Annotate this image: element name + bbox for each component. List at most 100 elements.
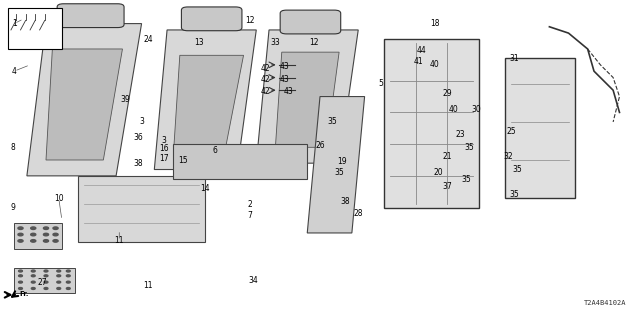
Polygon shape: [46, 49, 122, 160]
Text: 37: 37: [443, 182, 452, 191]
Circle shape: [31, 227, 36, 229]
Text: 42: 42: [261, 75, 271, 84]
Circle shape: [44, 281, 48, 283]
Text: Fr.: Fr.: [19, 291, 29, 297]
Circle shape: [19, 288, 22, 289]
Circle shape: [57, 288, 61, 289]
Circle shape: [19, 270, 22, 272]
Text: 10: 10: [54, 194, 63, 203]
Text: 20: 20: [433, 168, 443, 177]
Text: 19: 19: [337, 157, 347, 166]
Text: 43: 43: [280, 62, 290, 71]
Text: 9: 9: [10, 203, 15, 212]
Circle shape: [44, 275, 48, 277]
Text: 25: 25: [506, 127, 516, 136]
Text: 27: 27: [38, 278, 47, 287]
Text: 1: 1: [12, 19, 17, 28]
Polygon shape: [505, 59, 575, 198]
Polygon shape: [154, 30, 256, 170]
Text: 28: 28: [353, 209, 363, 219]
Circle shape: [53, 233, 58, 236]
Text: 29: 29: [443, 89, 452, 98]
Text: 31: 31: [509, 54, 519, 63]
Text: 35: 35: [465, 143, 475, 152]
Circle shape: [31, 270, 35, 272]
Text: 35: 35: [334, 168, 344, 177]
Circle shape: [31, 275, 35, 277]
Text: 4: 4: [12, 67, 17, 76]
Text: 42: 42: [261, 63, 271, 73]
Polygon shape: [307, 97, 365, 233]
Text: 38: 38: [340, 197, 350, 206]
Text: 16: 16: [159, 144, 169, 153]
Text: 12: 12: [245, 16, 255, 25]
Text: 2: 2: [248, 200, 252, 209]
Polygon shape: [384, 39, 479, 208]
Polygon shape: [14, 223, 62, 249]
Circle shape: [44, 270, 48, 272]
Text: 33: 33: [271, 38, 280, 47]
Polygon shape: [27, 24, 141, 176]
Text: 40: 40: [449, 105, 459, 114]
Text: 38: 38: [134, 159, 143, 168]
Circle shape: [53, 227, 58, 229]
Polygon shape: [275, 52, 339, 147]
Text: 15: 15: [178, 156, 188, 164]
Circle shape: [57, 275, 61, 277]
Text: 3: 3: [139, 117, 144, 126]
Text: 36: 36: [134, 133, 143, 142]
Circle shape: [44, 240, 49, 242]
Circle shape: [57, 270, 61, 272]
Text: 24: 24: [143, 35, 153, 44]
Circle shape: [31, 281, 35, 283]
Text: 5: 5: [378, 79, 383, 88]
Text: 35: 35: [513, 165, 522, 174]
Text: 43: 43: [280, 75, 290, 84]
Circle shape: [18, 233, 23, 236]
Polygon shape: [14, 268, 75, 293]
Text: 8: 8: [10, 143, 15, 152]
FancyBboxPatch shape: [8, 8, 62, 49]
FancyBboxPatch shape: [280, 10, 340, 34]
Text: 7: 7: [248, 211, 252, 220]
Circle shape: [44, 227, 49, 229]
Circle shape: [67, 275, 70, 277]
Circle shape: [67, 270, 70, 272]
Text: 30: 30: [471, 105, 481, 114]
Text: 6: 6: [212, 146, 218, 155]
Polygon shape: [78, 176, 205, 243]
Text: 3: 3: [161, 136, 166, 146]
Text: 12: 12: [309, 38, 318, 47]
Text: 35: 35: [509, 190, 519, 199]
Circle shape: [19, 275, 22, 277]
Text: 39: 39: [121, 95, 131, 104]
Circle shape: [31, 233, 36, 236]
Polygon shape: [173, 55, 244, 154]
Circle shape: [57, 281, 61, 283]
Text: 35: 35: [461, 174, 472, 184]
Circle shape: [67, 281, 70, 283]
Text: 21: 21: [443, 152, 452, 161]
Text: 11: 11: [143, 281, 153, 290]
Text: 32: 32: [503, 152, 513, 161]
Polygon shape: [256, 30, 358, 163]
Circle shape: [31, 240, 36, 242]
Text: T2A4B4102A: T2A4B4102A: [584, 300, 626, 306]
Circle shape: [18, 227, 23, 229]
Circle shape: [19, 281, 22, 283]
Circle shape: [67, 288, 70, 289]
Circle shape: [44, 233, 49, 236]
Text: 11: 11: [115, 236, 124, 245]
Text: 23: 23: [456, 130, 465, 139]
Circle shape: [44, 288, 48, 289]
Text: 18: 18: [430, 19, 440, 28]
Text: 14: 14: [200, 184, 210, 193]
Text: 44: 44: [417, 46, 427, 55]
Circle shape: [53, 240, 58, 242]
Text: 13: 13: [194, 38, 204, 47]
FancyBboxPatch shape: [181, 7, 242, 31]
Text: 35: 35: [328, 117, 338, 126]
Text: 26: 26: [315, 141, 325, 150]
Circle shape: [31, 288, 35, 289]
Circle shape: [18, 240, 23, 242]
